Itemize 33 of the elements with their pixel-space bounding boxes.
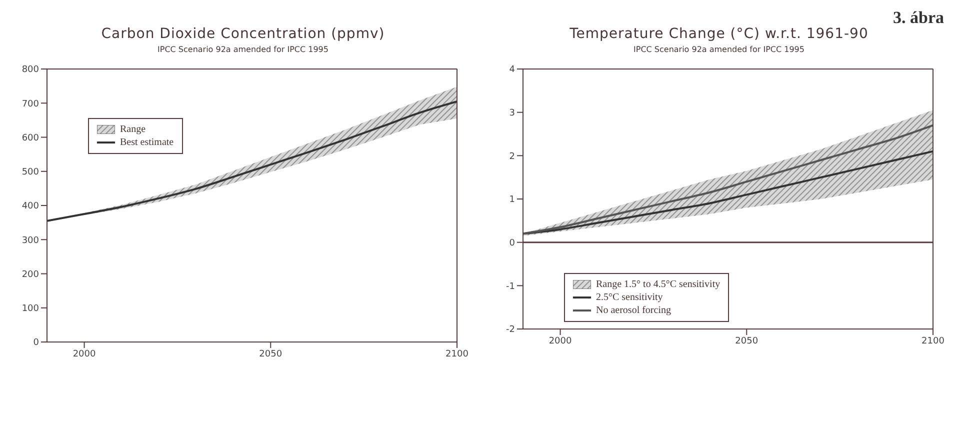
legend-label: No aerosol forcing: [596, 304, 671, 317]
y-tick-label: 0: [509, 238, 516, 249]
y-tick-label: 800: [22, 65, 40, 76]
legend-label: 2.5°C sensitivity: [596, 291, 663, 304]
chart-subtitle: IPCC Scenario 92a amended for IPCC 1995: [632, 45, 806, 54]
y-tick-label: 700: [22, 99, 40, 110]
x-tick-label: 2000: [72, 349, 96, 360]
y-tick-label: 0: [33, 338, 40, 348]
y-tick-label: 600: [22, 133, 40, 144]
x-tick-label: 2050: [259, 349, 282, 360]
chart-title: Carbon Dioxide Concentration (ppmv): [100, 26, 386, 42]
y-tick-label: 4: [509, 65, 516, 76]
y-tick-label: -2: [506, 325, 515, 336]
y-tick-label: 3: [509, 108, 515, 119]
x-tick-label: 2050: [735, 336, 758, 346]
legend-title: Range: [120, 123, 146, 136]
x-tick-label: 2100: [922, 336, 945, 346]
y-tick-label: 500: [22, 168, 40, 178]
y-tick-label: 400: [22, 202, 40, 212]
y-tick-label: 100: [22, 304, 40, 314]
y-tick-label: -1: [506, 282, 515, 292]
y-tick-label: 200: [22, 270, 40, 280]
chart-title: Temperature Change (°C) w.r.t. 1961-90: [568, 26, 870, 42]
x-tick-label: 2100: [446, 349, 469, 360]
y-tick-label: 2: [509, 152, 515, 162]
chart-subtitle: IPCC Scenario 92a amended for IPCC 1995: [156, 45, 330, 54]
legend-title: Range 1.5° to 4.5°C sensitivity: [596, 278, 720, 291]
legend-label: Best estimate: [120, 136, 174, 149]
text: 3. ábra: [893, 8, 944, 27]
y-tick-label: 1: [509, 195, 515, 206]
y-tick-label: 300: [22, 236, 40, 246]
x-tick-label: 2000: [548, 336, 572, 346]
line-series: [523, 150, 933, 235]
